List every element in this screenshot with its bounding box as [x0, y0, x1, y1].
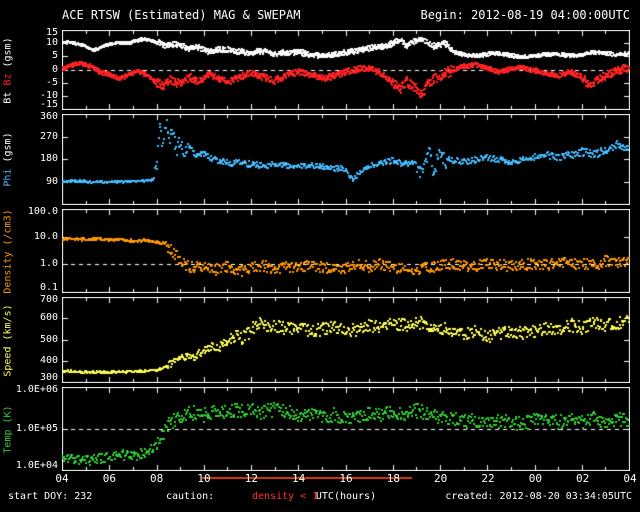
ytick-label: 300: [39, 372, 58, 383]
ytick-label: 400: [39, 354, 58, 366]
ytick-label: 1.0: [39, 258, 58, 270]
ytick-label: 1.0E+06: [15, 384, 58, 395]
xtick-label: 06: [102, 472, 116, 485]
panel-canvas-temp: [62, 387, 630, 471]
panel-canvas-phi: [62, 114, 630, 205]
ytick-label: -15: [39, 99, 58, 110]
ytick-label: 0: [51, 63, 58, 75]
ytick-label: 600: [39, 312, 58, 324]
created-timestamp: created: 2012-08-20 03:34:05UTC: [445, 491, 632, 502]
xtick-label: 02: [576, 472, 590, 485]
ytick-label: 10: [45, 37, 58, 49]
xtick-label: 10: [197, 472, 211, 485]
x-axis-title: UTC(hours): [315, 491, 377, 502]
caution-bar: [201, 477, 413, 479]
panel-canvas-bt-bz: [62, 30, 630, 110]
ytick-label: 1.0E+04: [15, 460, 58, 471]
axis-label-text: Density (/cm3): [3, 209, 14, 293]
xtick-label: 14: [292, 472, 306, 485]
ytick-label: 180: [39, 153, 58, 164]
ytick-label: -10: [39, 89, 58, 101]
xtick-label: 22: [481, 472, 495, 485]
xtick-label: 18: [386, 472, 400, 485]
caution-value: density < 1: [252, 491, 319, 502]
panel-canvas-density: [62, 209, 630, 293]
caution-label: caution:: [166, 491, 215, 502]
begin-timestamp: Begin: 2012-08-19 04:00:00UTC: [420, 8, 630, 22]
xtick-label: 20: [434, 472, 448, 485]
ytick-label: 10.0: [33, 230, 58, 242]
ytick-label: 5: [51, 50, 58, 62]
xtick-label: 04: [623, 472, 637, 485]
xtick-label: 12: [244, 472, 258, 485]
ytick-label: 1.0E+05: [15, 422, 58, 434]
ytick-label: 270: [39, 130, 58, 142]
ytick-label: 90: [45, 175, 58, 187]
ytick-label: -5: [45, 76, 58, 88]
panel-canvas-speed: [62, 297, 630, 383]
axis-label-density: Density (/cm3): [0, 209, 16, 293]
start-doy-label: start DOY: 232: [8, 491, 93, 502]
xtick-label: 04: [55, 472, 69, 485]
xtick-label: 00: [528, 472, 542, 485]
xtick-label: 16: [339, 472, 353, 485]
xtick-label: 08: [150, 472, 164, 485]
axis-label-part: Density (/cm3): [2, 208, 14, 294]
ytick-label: 360: [39, 111, 58, 122]
ytick-label: 700: [39, 294, 58, 305]
page-title: ACE RTSW (Estimated) MAG & SWEPAM: [62, 8, 301, 22]
ytick-label: 0.1: [39, 282, 58, 293]
ytick-label: 500: [39, 333, 58, 345]
ytick-label: 100.0: [27, 206, 58, 217]
ytick-label: 15: [45, 27, 58, 38]
